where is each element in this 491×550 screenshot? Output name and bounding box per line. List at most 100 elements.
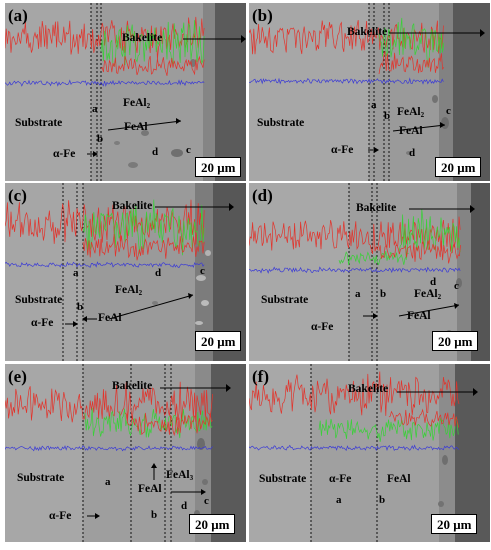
panel-c-feal2-subscript: 2: [138, 289, 143, 297]
panel-d-point-b: b: [380, 288, 387, 300]
panel-f-letter: (f): [252, 367, 269, 386]
panel-c-micrograph: [5, 183, 246, 361]
panel-b-bakelite-label: Bakelite: [347, 26, 388, 38]
panel-e-substrate-label: Substrate: [17, 472, 65, 484]
panel-a-bakelite-label: Bakelite: [122, 32, 163, 44]
eds-trace: [124, 412, 213, 437]
panel-c-point-d: d: [155, 267, 162, 279]
panel-c-alpha-fe-label: α-Fe: [31, 317, 54, 329]
panel-c-feal2-text: FeAl: [115, 284, 139, 296]
panel-b-substrate-label: Substrate: [257, 117, 305, 129]
panel-d-letter: (d): [252, 186, 273, 205]
eds-trace: [5, 381, 213, 423]
panel-c-letter: (c): [8, 186, 27, 205]
panel-c-point-c: c: [200, 265, 205, 277]
panel-b-point-c: c: [446, 105, 451, 117]
eds-trace: [84, 407, 213, 439]
eds-trace: [338, 251, 409, 266]
eds-trace: [5, 199, 205, 245]
panel-e-alpha-fe-label: α-Fe: [49, 510, 72, 522]
panel-b-point-d: d: [409, 147, 416, 159]
panel-f-feal-label: FeAl: [387, 473, 411, 485]
panel-e-point-c: c: [204, 495, 209, 507]
panel-f: (f) Bakelite Substrate α-Fe FeAl a b 20 …: [249, 364, 490, 542]
eds-trace: [378, 50, 445, 75]
panel-e-bakelite-label: Bakelite: [112, 380, 153, 392]
panel-f-scale-bar: 20 μm: [431, 514, 478, 534]
panel-e-feal3-subscript: 3: [189, 474, 194, 482]
panel-b-feal2-text: FeAl: [397, 106, 421, 118]
eds-trace: [378, 240, 461, 264]
panel-d-substrate-label: Substrate: [261, 294, 309, 306]
panel-a-feal2-subscript: 2: [146, 102, 151, 110]
panel-b-feal-label: FeAl: [399, 125, 423, 137]
panel-a-substrate-label: Substrate: [15, 117, 63, 129]
panel-c-point-b: b: [77, 301, 84, 313]
panel-e-point-d: d: [181, 500, 188, 512]
eds-trace: [249, 77, 444, 85]
panel-d-feal2-subscript: 2: [437, 293, 442, 301]
panel-c: (c) Bakelite Substrate FeAl2 FeAl α-Fe a…: [5, 183, 246, 361]
panel-f-substrate-label: Substrate: [259, 473, 307, 485]
panel-c-substrate-label: Substrate: [15, 294, 63, 306]
panel-c-scale-bar: 20 μm: [195, 331, 242, 351]
panel-f-micrograph: [249, 364, 490, 542]
eds-trace: [100, 20, 205, 67]
panel-e-micrograph: [5, 364, 246, 542]
panel-f-alpha-fe-label: α-Fe: [329, 473, 352, 485]
panel-c-feal2-label: FeAl2: [115, 284, 143, 297]
panel-a-scale-bar: 20 μm: [195, 157, 242, 177]
panel-d-point-d: d: [430, 276, 437, 288]
panel-d-bakelite-label: Bakelite: [356, 202, 397, 214]
panel-f-point-b: b: [379, 494, 386, 506]
panel-b-point-a: a: [371, 99, 377, 111]
panel-e-point-b: b: [151, 509, 158, 521]
panel-e-scale-bar: 20 μm: [189, 514, 236, 534]
panel-a-feal-label: FeAl: [124, 121, 148, 133]
panel-d-feal-label: FeAl: [407, 310, 431, 322]
eds-trace: [318, 416, 459, 442]
eds-trace: [5, 16, 205, 60]
panel-d-feal2-text: FeAl: [414, 288, 438, 300]
panel-c-bakelite-label: Bakelite: [112, 200, 153, 212]
panel-d: (d) Bakelite Substrate FeAl2 FeAl α-Fe a…: [249, 183, 490, 361]
eds-trace: [82, 199, 205, 256]
panel-c-point-a: a: [73, 267, 79, 279]
eds-trace: [249, 216, 461, 255]
panel-a-point-c: c: [186, 144, 191, 156]
panel-b-micrograph: [249, 3, 490, 181]
panel-a-alpha-fe-label: α-Fe: [53, 148, 76, 160]
panel-d-point-c: c: [454, 280, 459, 292]
panel-a-micrograph: [5, 3, 246, 181]
panel-c-feal-label: FeAl: [98, 312, 122, 324]
panel-e-feal-label: FeAl: [138, 483, 162, 495]
panel-d-scale-bar: 20 μm: [432, 331, 479, 351]
panel-e-point-a: a: [105, 476, 111, 488]
eds-trace: [5, 79, 205, 87]
panel-a-feal2-text: FeAl: [123, 97, 147, 109]
panel-b-feal2-subscript: 2: [420, 111, 425, 119]
panel-b-feal2-label: FeAl2: [397, 106, 425, 119]
eds-trace: [82, 234, 205, 261]
panel-d-feal2-label: FeAl2: [414, 288, 442, 301]
panel-e-letter: (e): [8, 367, 27, 386]
panel-a: (a) Bakelite Substrate FeAl2 FeAl α-Fe a…: [5, 3, 246, 181]
panel-b-alpha-fe-label: α-Fe: [331, 144, 354, 156]
panel-a-letter: (a): [8, 6, 28, 25]
panel-b-scale-bar: 20 μm: [435, 157, 482, 177]
panel-f-bakelite-label: Bakelite: [348, 383, 389, 395]
eds-trace: [378, 17, 445, 68]
eds-trace: [249, 444, 460, 452]
panel-e: (e) Bakelite Substrate FeAl3 FeAl α-Fe a…: [5, 364, 246, 542]
panel-e-feal3-text: FeAl: [166, 469, 190, 481]
panel-e-feal3-label: FeAl3: [166, 469, 194, 482]
eds-trace: [5, 445, 213, 452]
eds-trace: [5, 261, 205, 269]
panel-d-alpha-fe-label: α-Fe: [311, 321, 334, 333]
panel-a-feal2-label: FeAl2: [123, 97, 151, 110]
panel-f-point-a: a: [336, 494, 342, 506]
panel-d-point-a: a: [355, 288, 361, 300]
panel-b-point-b: b: [384, 110, 391, 122]
eds-trace: [249, 266, 461, 274]
